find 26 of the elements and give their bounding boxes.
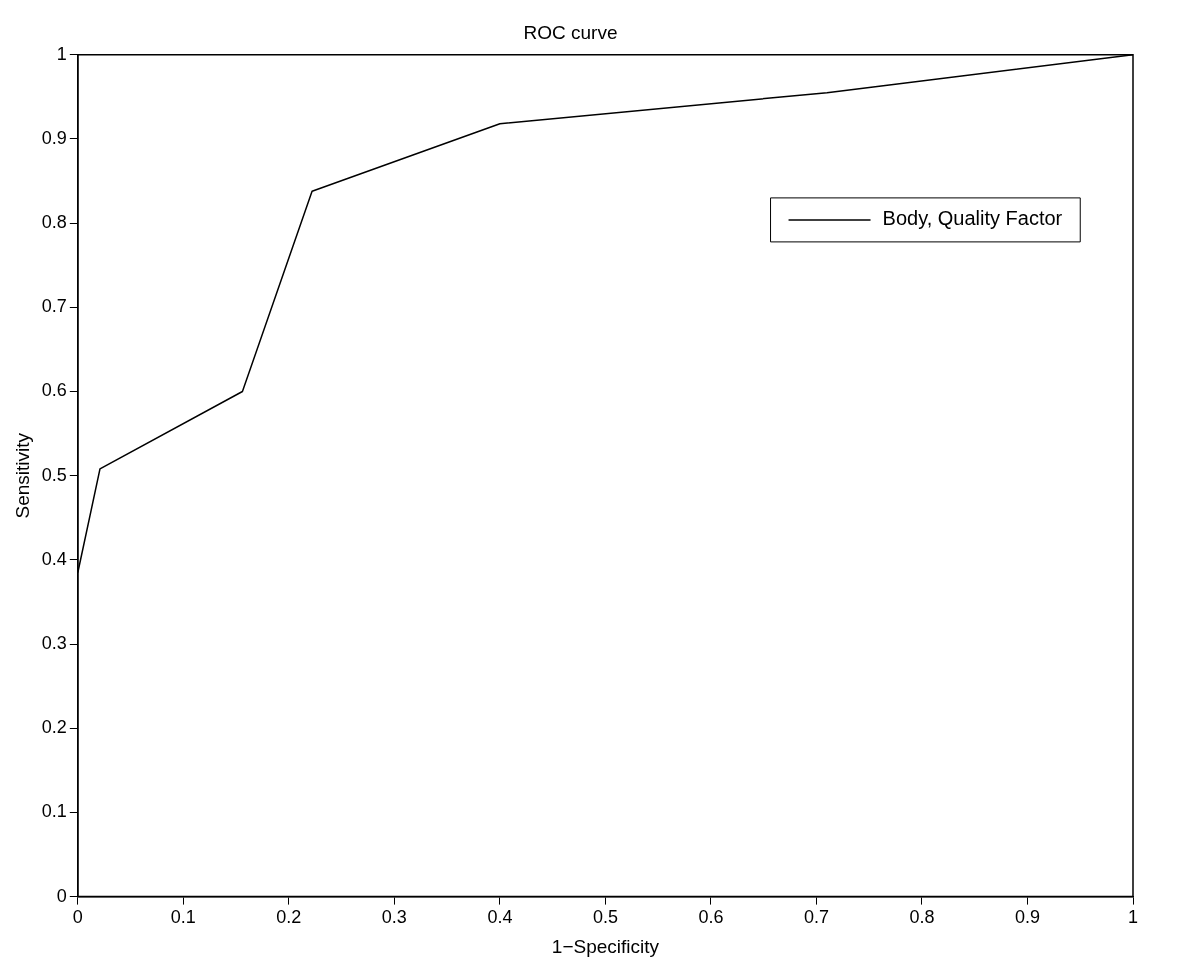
- x-tick-label: 0.2: [276, 907, 302, 928]
- y-axis-title: Sensitivity: [11, 432, 33, 519]
- y-tick-label: 0.8: [41, 212, 67, 233]
- y-tick-label: 0.6: [41, 380, 67, 401]
- x-tick-label: 0.8: [909, 907, 935, 928]
- chart-title: ROC curve: [523, 21, 618, 43]
- y-tick-label: 0.1: [41, 801, 67, 822]
- y-tick-label: 0: [56, 885, 67, 906]
- y-tick-label: 1: [56, 43, 67, 64]
- y-tick-label: 0.7: [41, 296, 67, 317]
- x-tick-label: 1: [1127, 907, 1139, 928]
- y-tick-label: 0.4: [41, 548, 67, 569]
- x-tick-label: 0: [72, 907, 83, 928]
- x-axis-title: 1−Specificity: [551, 935, 660, 957]
- x-tick-label: 0.1: [170, 907, 196, 928]
- x-tick-label: 0.3: [381, 907, 407, 928]
- y-tick-label: 0.5: [41, 464, 67, 485]
- y-tick-label: 0.9: [41, 127, 67, 148]
- y-tick-label: 0.3: [41, 633, 67, 654]
- x-tick-label: 0.9: [1014, 907, 1040, 928]
- x-tick-label: 0.4: [487, 907, 513, 928]
- y-tick-label: 0.2: [41, 717, 67, 738]
- legend-label: Body, Quality Factor: [882, 207, 1063, 230]
- x-tick-label: 0.6: [698, 907, 724, 928]
- x-tick-label: 0.5: [592, 907, 618, 928]
- x-tick-label: 0.7: [803, 907, 829, 928]
